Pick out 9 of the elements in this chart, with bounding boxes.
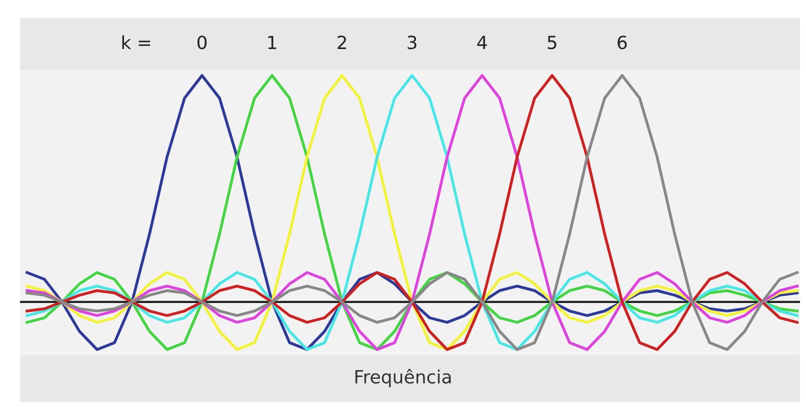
series-label: 2 <box>338 36 346 49</box>
series-label: 3 <box>408 36 416 50</box>
series-label: 0 <box>197 36 207 50</box>
series-label: 6 <box>618 36 627 50</box>
series-label: 5 <box>548 36 556 50</box>
series-label: 1 <box>268 36 276 49</box>
legend-title: k = <box>122 35 150 49</box>
series-label: 4 <box>477 36 487 49</box>
x-axis-title: Frequência <box>355 368 451 388</box>
